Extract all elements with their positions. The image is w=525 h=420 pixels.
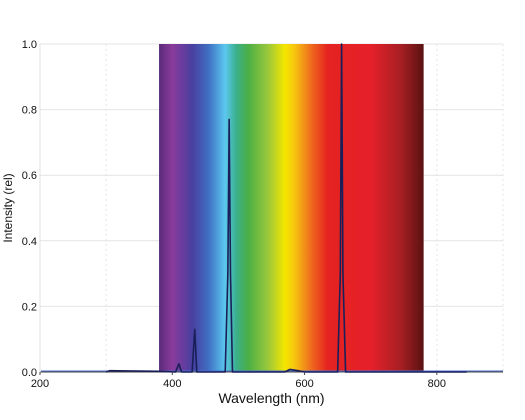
- y-tick-label: 0.4: [22, 236, 37, 248]
- x-tick-label: 600: [295, 378, 313, 390]
- visible-spectrum-band: [159, 44, 424, 372]
- tick-labels: 200 400 600 800 0.0 0.2 0.4 0.6 0.8 1.0: [22, 39, 446, 390]
- x-tick-label: 200: [31, 378, 49, 390]
- series: [41, 43, 503, 373]
- y-tick-label: 0.6: [22, 170, 37, 182]
- y-tick-label: 0.2: [22, 301, 37, 313]
- x-axis-title: Wavelength (nm): [218, 390, 324, 406]
- x-tick-label: 400: [163, 378, 181, 390]
- y-axis-title: Intensity (rel): [1, 173, 15, 242]
- x-tick-label: 800: [428, 378, 446, 390]
- y-tick-label: 1.0: [22, 39, 37, 51]
- y-tick-label: 0.8: [22, 105, 37, 117]
- y-tick-label: 0.0: [22, 367, 37, 379]
- series-layer: [41, 43, 503, 373]
